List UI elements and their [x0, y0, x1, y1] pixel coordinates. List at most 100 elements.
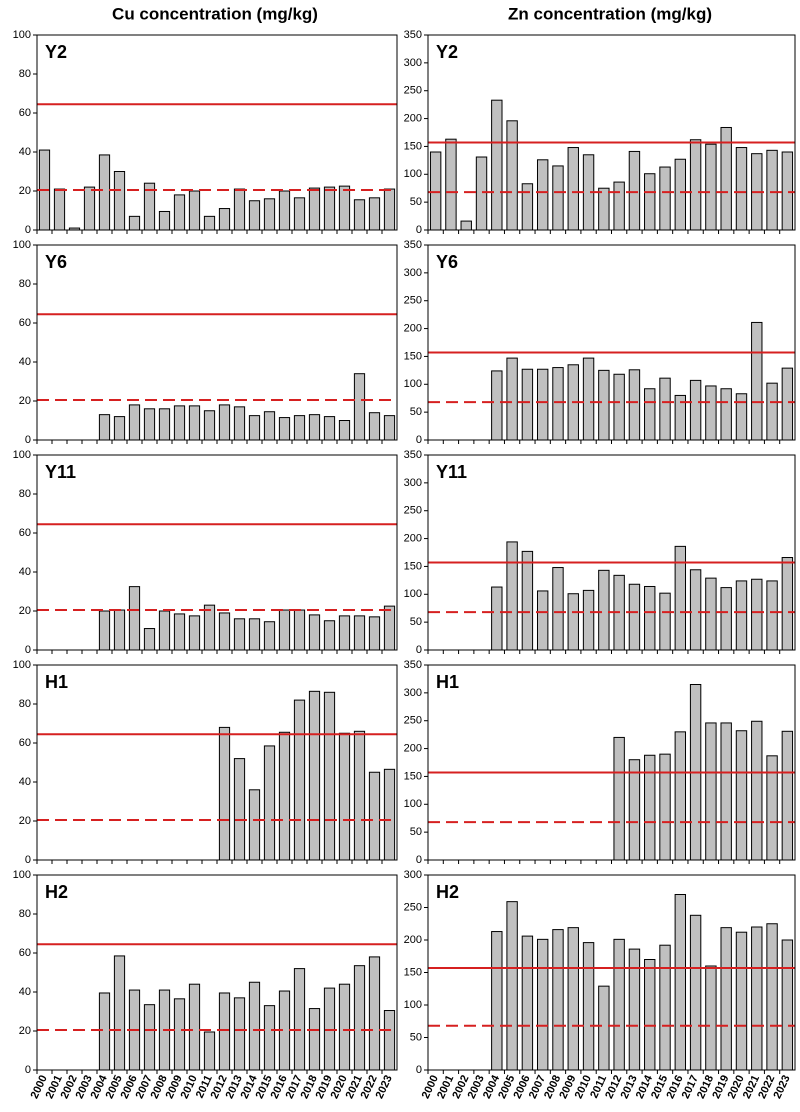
bar [368, 956, 381, 1071]
y-tick-label: 50 [410, 406, 422, 418]
bar [689, 139, 702, 231]
bar [203, 604, 216, 651]
y-tick-label: 100 [13, 29, 31, 41]
bar [383, 188, 396, 231]
bar [751, 926, 763, 1071]
y-tick-label: 0 [25, 224, 31, 236]
bar [128, 404, 141, 441]
bar [491, 931, 503, 1071]
bar [705, 722, 717, 861]
y-tick-label: 40 [19, 776, 31, 788]
bar [158, 210, 171, 231]
y-tick-label: 300 [404, 869, 422, 881]
bar [613, 736, 625, 861]
bar [368, 412, 381, 441]
bar [491, 370, 503, 441]
y-tick-label: 150 [404, 966, 422, 978]
plot-frame [36, 664, 398, 861]
bar [521, 935, 534, 1071]
y-tick-label: 20 [19, 395, 31, 407]
bar [113, 955, 126, 1071]
bar [188, 615, 201, 651]
bar [582, 357, 595, 441]
bar [263, 1005, 276, 1071]
y-tick-label: 20 [19, 605, 31, 617]
bar [506, 357, 518, 441]
bar [338, 732, 351, 861]
bar [158, 610, 171, 651]
y-tick-label: 40 [19, 566, 31, 578]
bar [308, 1008, 321, 1071]
bar [233, 618, 246, 651]
bar [705, 965, 717, 1071]
plot-frame [427, 874, 796, 1071]
bar [689, 569, 702, 651]
y-tick-label: 200 [404, 934, 422, 946]
y-tick-label: 100 [13, 449, 31, 461]
bar [659, 753, 671, 861]
bar [98, 992, 111, 1071]
bar [766, 382, 778, 441]
bar [353, 730, 366, 861]
y-tick-label: 200 [404, 322, 422, 334]
bar [293, 699, 306, 861]
bar [218, 404, 231, 441]
bar [323, 186, 336, 231]
bar [751, 720, 763, 861]
bar [536, 368, 549, 441]
y-tick-label: 100 [13, 659, 31, 671]
y-tick-label: 300 [404, 687, 422, 699]
bar [173, 194, 186, 231]
bar [567, 927, 579, 1071]
y-tick-label: 100 [404, 588, 422, 600]
bar [735, 730, 748, 861]
bar [218, 208, 231, 231]
bar [735, 580, 748, 651]
bar [98, 154, 111, 231]
bar [582, 589, 595, 651]
y-tick-label: 250 [404, 85, 422, 97]
bar [735, 931, 748, 1071]
column-title: Zn concentration (mg/kg) [508, 4, 712, 23]
bar [628, 759, 641, 861]
bar [552, 165, 564, 231]
bar [383, 605, 396, 651]
bar [628, 150, 641, 231]
bar [506, 541, 518, 651]
bar [203, 215, 216, 231]
bar [233, 758, 246, 861]
bar [644, 959, 656, 1071]
y-tick-label: 80 [19, 908, 31, 920]
bar [781, 367, 794, 441]
bar [173, 998, 186, 1071]
bar [173, 613, 186, 651]
bar [293, 415, 306, 441]
bar [368, 197, 381, 231]
bar [338, 420, 351, 441]
bar [674, 158, 687, 231]
y-tick-label: 100 [404, 168, 422, 180]
bar [506, 901, 518, 1071]
bar [203, 1031, 216, 1071]
column-title: Cu concentration (mg/kg) [112, 4, 318, 23]
y-tick-label: 100 [404, 378, 422, 390]
plot-frame [36, 34, 398, 231]
bar [308, 187, 321, 231]
bar [491, 99, 503, 231]
y-tick-label: 250 [404, 295, 422, 307]
y-tick-label: 80 [19, 488, 31, 500]
bar [598, 187, 610, 231]
bar [218, 992, 231, 1071]
y-tick-label: 350 [404, 449, 422, 461]
bar [278, 417, 291, 441]
y-tick-label: 300 [404, 57, 422, 69]
bar [188, 983, 201, 1071]
bar [263, 411, 276, 441]
y-tick-label: 150 [404, 560, 422, 572]
bar [644, 585, 656, 651]
bar [674, 894, 687, 1071]
bar [353, 373, 366, 441]
y-tick-label: 50 [410, 616, 422, 628]
panel-title: Y6 [436, 252, 458, 272]
